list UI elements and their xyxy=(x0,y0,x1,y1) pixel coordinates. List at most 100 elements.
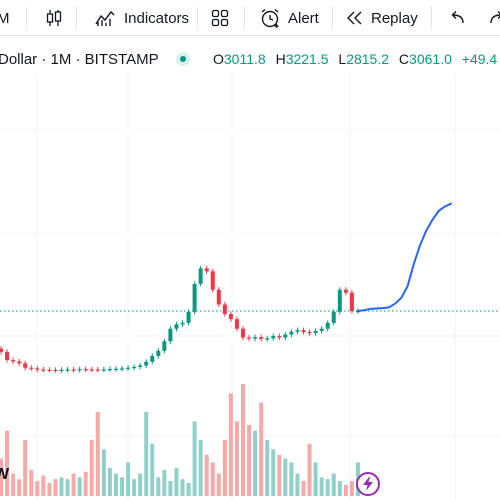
low-key: L xyxy=(338,51,347,67)
alert-button[interactable]: Alert xyxy=(259,0,319,36)
chart-type-button[interactable] xyxy=(44,0,64,36)
volume-bars xyxy=(0,384,360,496)
volume-bar xyxy=(138,473,143,496)
chart-canvas[interactable] xyxy=(0,74,500,500)
undo-icon xyxy=(448,9,466,27)
volume-bar xyxy=(41,475,46,496)
volume-label: W xyxy=(0,466,10,483)
indicators-icon xyxy=(94,8,116,28)
volume-bar xyxy=(59,477,64,496)
candle-body xyxy=(289,331,294,335)
candle-body xyxy=(180,322,185,325)
change-value: +49.4 (+ xyxy=(461,51,500,67)
candle-body xyxy=(156,350,161,356)
candle-body xyxy=(101,369,106,371)
candle-body xyxy=(47,369,52,371)
candle-body xyxy=(0,348,3,352)
volume-bar xyxy=(180,479,185,496)
volume-bar xyxy=(77,477,82,496)
volume-bar xyxy=(126,462,131,496)
candle-body xyxy=(29,367,34,369)
symbol-title[interactable]: Dollar · 1M · BITSTAMP xyxy=(0,50,159,68)
layouts-button[interactable] xyxy=(210,0,230,36)
candle-body xyxy=(53,369,58,372)
volume-bar xyxy=(83,471,88,496)
indicators-label: Indicators xyxy=(124,9,190,27)
price-chart[interactable] xyxy=(0,74,500,500)
volume-bar xyxy=(23,440,28,496)
volume-bar xyxy=(331,473,336,496)
candle-body xyxy=(192,283,197,312)
low-value: 2815.2 xyxy=(346,51,390,67)
lightning-icon xyxy=(363,477,373,491)
candle-body xyxy=(259,337,264,340)
candle-body xyxy=(95,369,100,371)
candle-body xyxy=(222,304,227,315)
volume-bar xyxy=(216,473,221,496)
candle-body xyxy=(241,328,245,338)
volume-bar xyxy=(107,468,112,496)
volume-bar xyxy=(247,425,252,496)
candle-body xyxy=(77,369,82,371)
toolbar-divider xyxy=(431,7,432,29)
volume-bar xyxy=(150,443,155,496)
replay-button[interactable]: Replay xyxy=(345,0,418,36)
toolbar-divider xyxy=(197,7,198,29)
redo-button[interactable] xyxy=(488,0,500,36)
interval-partial-button[interactable]: M xyxy=(0,0,10,36)
volume-bar xyxy=(234,421,239,496)
undo-button[interactable] xyxy=(448,0,466,36)
candle-body xyxy=(253,337,258,339)
candle-body xyxy=(132,366,137,369)
volume-bar xyxy=(198,440,203,496)
volume-bar xyxy=(313,462,318,496)
candle-body xyxy=(313,330,318,334)
candle-body xyxy=(41,369,46,371)
volume-bar xyxy=(132,479,137,496)
candle-body xyxy=(198,268,203,284)
interval-partial-label: M xyxy=(0,9,10,27)
volume-bar xyxy=(65,479,70,496)
indicators-button[interactable]: Indicators xyxy=(94,0,189,36)
volume-bar xyxy=(271,449,276,496)
volume-bar xyxy=(228,393,233,496)
volume-bar xyxy=(204,454,209,496)
candle-body xyxy=(65,369,70,371)
volume-bar xyxy=(343,484,348,496)
candle-body xyxy=(107,369,112,371)
volume-bar xyxy=(5,430,10,496)
volume-bar xyxy=(307,443,312,496)
volume-bar xyxy=(17,479,22,496)
candle-body xyxy=(17,361,22,364)
candle-body xyxy=(5,351,10,360)
candle-body xyxy=(71,369,76,371)
candle-body xyxy=(204,268,209,272)
volume-bar xyxy=(277,454,282,496)
candle-body xyxy=(186,311,191,323)
redo-icon xyxy=(488,9,500,27)
candle-body xyxy=(138,365,143,367)
candlestick-icon xyxy=(44,8,64,28)
volume-bar xyxy=(120,477,124,496)
top-toolbar: M Indicators xyxy=(0,0,500,36)
candle-body xyxy=(234,319,239,329)
candle-body xyxy=(144,361,149,366)
replay-label: Replay xyxy=(371,9,418,27)
high-value: 3221.5 xyxy=(285,51,329,67)
volume-bar xyxy=(289,462,294,496)
candle-body xyxy=(59,369,64,371)
volume-bar xyxy=(174,468,179,496)
volume-bar xyxy=(113,473,118,496)
volume-bar xyxy=(47,482,52,496)
candle-body xyxy=(162,341,167,351)
volume-bar xyxy=(259,402,264,496)
alert-icon xyxy=(259,7,281,29)
lightning-badge[interactable] xyxy=(356,472,380,496)
candle-body xyxy=(349,292,354,311)
projection-drawing[interactable] xyxy=(356,202,452,312)
layouts-icon xyxy=(210,8,230,28)
volume-bar xyxy=(95,412,100,496)
candle-body xyxy=(83,369,88,371)
volume-bar xyxy=(283,458,288,496)
symbol-legend: Dollar · 1M · BITSTAMP O3011.8 H3221.5 L… xyxy=(0,44,500,74)
